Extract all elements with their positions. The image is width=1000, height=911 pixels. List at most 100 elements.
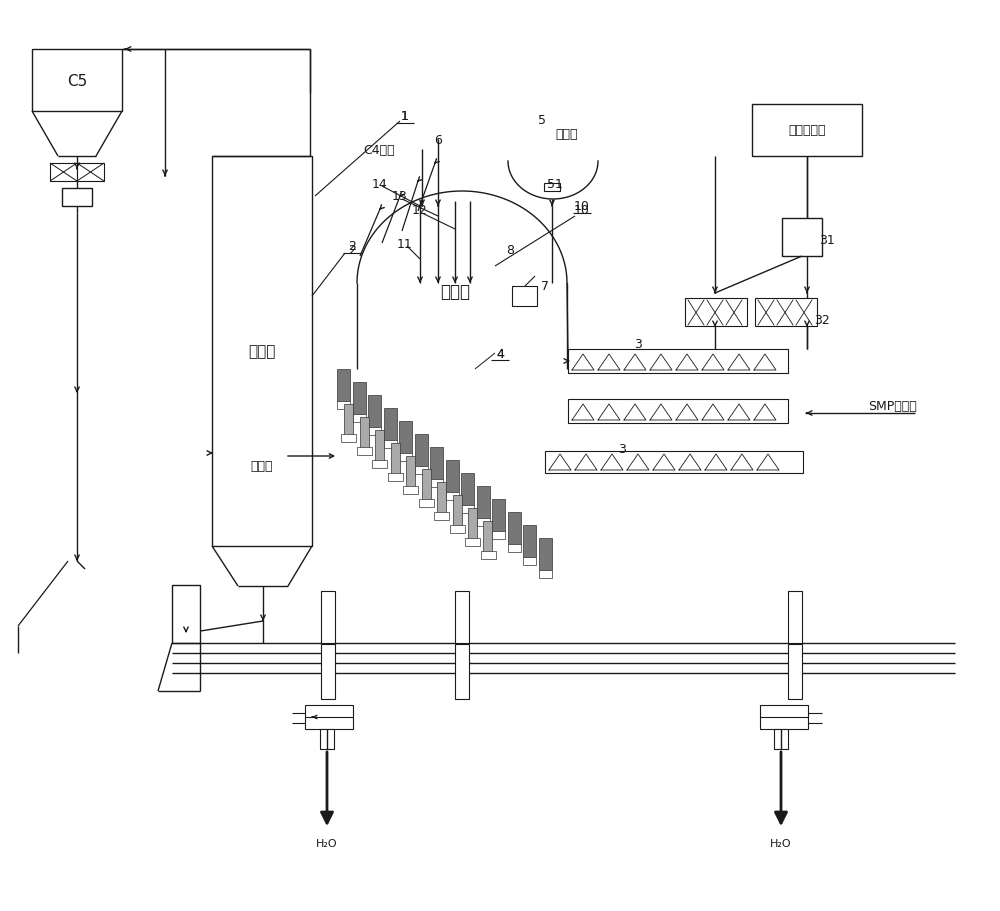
Text: 7: 7 xyxy=(541,281,549,293)
Text: C5: C5 xyxy=(67,74,87,88)
Bar xyxy=(353,415,366,423)
Bar xyxy=(360,417,369,449)
Bar xyxy=(477,518,490,527)
Bar xyxy=(752,105,862,157)
Text: 10: 10 xyxy=(574,200,590,213)
Text: 13: 13 xyxy=(392,190,408,203)
Bar xyxy=(468,508,477,540)
Bar xyxy=(50,164,77,182)
Bar xyxy=(455,644,469,700)
Bar xyxy=(372,460,387,468)
Bar xyxy=(212,157,312,547)
Bar xyxy=(481,551,496,559)
Bar xyxy=(685,299,747,327)
Text: 斗式提升机: 斗式提升机 xyxy=(788,125,826,138)
Bar xyxy=(321,591,335,643)
Text: 3: 3 xyxy=(634,337,642,350)
Bar xyxy=(465,538,480,547)
Bar xyxy=(461,474,474,506)
Bar xyxy=(545,452,803,474)
Text: 1: 1 xyxy=(401,110,409,123)
Bar xyxy=(399,422,412,454)
Bar xyxy=(788,644,802,700)
Bar xyxy=(446,460,459,493)
Bar xyxy=(419,499,434,507)
Bar xyxy=(523,526,536,558)
Bar xyxy=(344,404,353,436)
Bar xyxy=(450,526,465,534)
Bar xyxy=(523,558,536,566)
Bar xyxy=(452,496,462,527)
Bar xyxy=(568,350,788,374)
Bar xyxy=(172,586,200,643)
Bar xyxy=(384,441,397,448)
Bar xyxy=(357,447,372,456)
Bar xyxy=(415,435,428,466)
Bar xyxy=(760,705,808,729)
Bar xyxy=(321,644,335,700)
Text: 11: 11 xyxy=(397,237,413,251)
Bar xyxy=(461,506,474,514)
Text: 热烟气: 热烟气 xyxy=(251,460,273,473)
Bar xyxy=(782,219,822,257)
Text: 51: 51 xyxy=(547,178,563,190)
Bar xyxy=(538,570,552,578)
Bar xyxy=(422,469,431,501)
Bar xyxy=(403,486,418,495)
Bar xyxy=(512,287,537,307)
Bar xyxy=(384,408,397,441)
Text: 3: 3 xyxy=(618,443,626,456)
Text: C4生料: C4生料 xyxy=(363,143,395,157)
Bar xyxy=(337,402,350,410)
Bar xyxy=(755,299,817,327)
Bar xyxy=(77,164,104,182)
Text: 5: 5 xyxy=(538,113,546,127)
Bar xyxy=(437,483,446,515)
Bar xyxy=(353,383,366,415)
Text: H₂O: H₂O xyxy=(316,838,338,848)
Bar xyxy=(544,184,560,192)
Text: 阶梯炉: 阶梯炉 xyxy=(440,282,470,301)
Bar xyxy=(483,521,492,553)
Bar xyxy=(391,444,400,476)
Text: 32: 32 xyxy=(814,313,830,326)
Bar xyxy=(538,538,552,570)
Text: 2: 2 xyxy=(348,241,356,253)
Text: 8: 8 xyxy=(506,243,514,256)
Bar xyxy=(508,545,520,552)
Bar xyxy=(788,591,802,643)
Bar xyxy=(434,512,449,520)
Text: 三次风: 三次风 xyxy=(555,128,578,140)
Bar xyxy=(568,400,788,424)
Bar xyxy=(399,454,412,462)
Bar xyxy=(492,531,505,539)
Text: 4: 4 xyxy=(496,347,504,360)
Text: 1: 1 xyxy=(401,110,409,123)
Text: 12: 12 xyxy=(412,203,428,216)
Bar xyxy=(430,479,443,487)
Bar xyxy=(368,427,381,435)
Bar xyxy=(62,189,92,207)
Text: 10: 10 xyxy=(574,203,590,216)
Text: 14: 14 xyxy=(372,178,388,190)
Bar xyxy=(508,512,520,545)
Bar xyxy=(305,705,353,729)
Text: H₂O: H₂O xyxy=(770,838,792,848)
Bar xyxy=(32,50,122,112)
Bar xyxy=(337,370,350,402)
Text: 分解炉: 分解炉 xyxy=(248,344,276,359)
Text: 4: 4 xyxy=(496,347,504,360)
Bar xyxy=(368,395,381,427)
Bar xyxy=(341,435,356,443)
Text: 2: 2 xyxy=(348,243,356,256)
Bar xyxy=(774,729,788,749)
Bar xyxy=(455,591,469,643)
Text: SMP浆系统: SMP浆系统 xyxy=(868,400,917,413)
Text: 31: 31 xyxy=(819,233,835,246)
Bar xyxy=(477,486,490,518)
Bar xyxy=(375,431,384,463)
Bar xyxy=(446,493,459,500)
Bar xyxy=(492,499,505,531)
Bar xyxy=(320,729,334,749)
Bar xyxy=(415,466,428,475)
